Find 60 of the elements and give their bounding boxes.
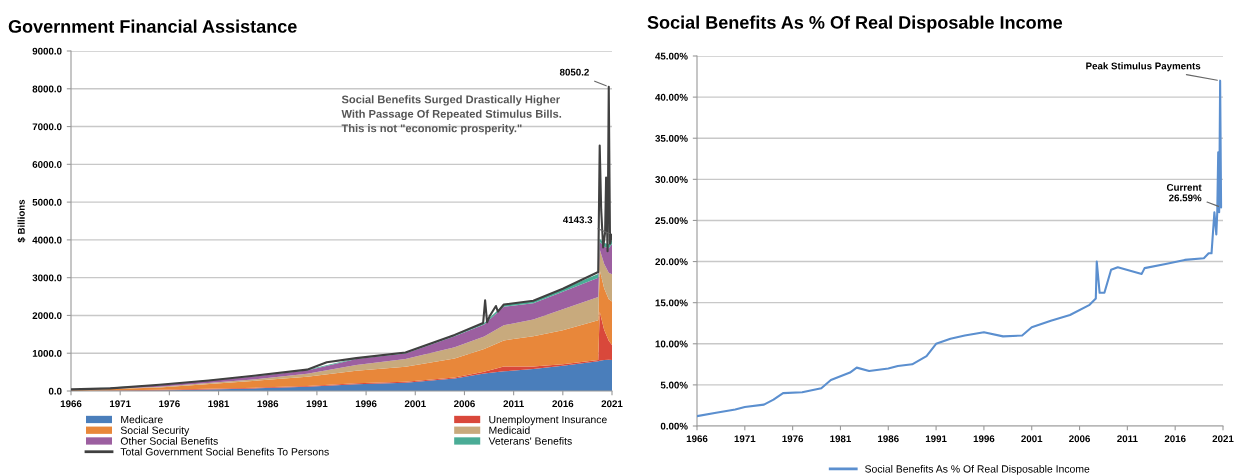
x-tick-label: 1996 xyxy=(355,400,377,408)
y-tick-label: 40.00% xyxy=(655,93,688,101)
y-tick-label: 6000.0 xyxy=(32,161,62,168)
x-tick-label: 2016 xyxy=(552,400,574,408)
x-tick-label: 1976 xyxy=(782,435,804,443)
y-tick-label: 0.00% xyxy=(660,422,688,430)
y-tick-label: 15.00% xyxy=(655,299,688,307)
legend-label: Medicaid xyxy=(489,426,530,434)
chart-title: Government Financial Assistance xyxy=(8,19,297,33)
x-tick-label: 1981 xyxy=(208,400,230,408)
x-tick-label: 1966 xyxy=(686,435,708,443)
annotation: Peak Stimulus Payments xyxy=(1086,62,1201,72)
x-tick-label: 2021 xyxy=(1212,435,1234,443)
y-tick-label: 2000.0 xyxy=(32,312,62,320)
y-tick-label: 0.0 xyxy=(48,387,62,395)
legend-label: Total Government Social Benefits To Persons xyxy=(120,447,329,456)
x-tick-label: 1986 xyxy=(878,435,899,443)
x-tick-label: 2001 xyxy=(404,400,426,408)
y-tick-label: 10.00% xyxy=(655,340,688,348)
y-tick-label: 8000.0 xyxy=(32,85,62,93)
y-tick-label: 35.00% xyxy=(655,134,688,142)
y-tick-label: 20.00% xyxy=(655,258,688,266)
x-tick-label: 2001 xyxy=(1021,435,1043,443)
y-tick-label: 25.00% xyxy=(655,217,688,225)
legend-label: Medicare xyxy=(121,415,163,424)
chart-title: Social Benefits As % Of Real Disposable Income xyxy=(647,15,1063,33)
x-tick-label: 2011 xyxy=(503,400,524,408)
y-tick-label: 45.00% xyxy=(655,52,688,60)
annotation: Social Benefits Surged Drastically Higher With Passage Of Repeated Stimulus Bills. This is not "economic prosperity." xyxy=(341,95,562,135)
y-tick-label: 9000.0 xyxy=(32,47,62,55)
x-tick-label: 1976 xyxy=(159,400,180,408)
x-tick-label: 1986 xyxy=(257,400,279,408)
legend-label: Veterans' Benefits xyxy=(488,437,572,445)
y-tick-label: 5000.0 xyxy=(32,198,62,206)
legend-label: Social Benefits As % Of Real Disposable Income xyxy=(865,464,1090,475)
x-tick-label: 2021 xyxy=(601,400,623,408)
y-tick-label: 7000.0 xyxy=(32,123,62,131)
x-tick-label: 2006 xyxy=(1069,435,1091,443)
x-tick-label: 1971 xyxy=(734,435,756,443)
x-tick-label: 1981 xyxy=(830,435,851,443)
legend-label: Unemployment Insurance xyxy=(489,415,607,426)
x-tick-label: 1971 xyxy=(109,400,131,408)
y-tick-label: 3000.0 xyxy=(32,274,62,282)
annotation: Current 26.59% xyxy=(1166,183,1202,202)
x-tick-label: 1991 xyxy=(306,400,328,408)
x-tick-label: 2011 xyxy=(1117,435,1138,443)
x-tick-label: 2006 xyxy=(453,400,475,408)
x-tick-label: 1991 xyxy=(925,435,947,443)
annotation: 8050.2 xyxy=(559,68,589,76)
y-tick-label: 5.00% xyxy=(660,381,688,389)
y-axis-title: $ Billions xyxy=(17,199,26,243)
x-tick-label: 2016 xyxy=(1164,435,1186,443)
legend-label: Other Social Benefits xyxy=(120,437,218,445)
y-tick-label: 1000.0 xyxy=(32,349,62,357)
legend-label: Social Security xyxy=(120,426,190,437)
y-tick-label: 4000.0 xyxy=(32,236,62,244)
x-tick-label: 1966 xyxy=(60,400,82,408)
y-tick-label: 30.00% xyxy=(655,176,688,183)
annotation: 4143.3 xyxy=(562,216,593,224)
x-tick-label: 1996 xyxy=(973,435,995,443)
